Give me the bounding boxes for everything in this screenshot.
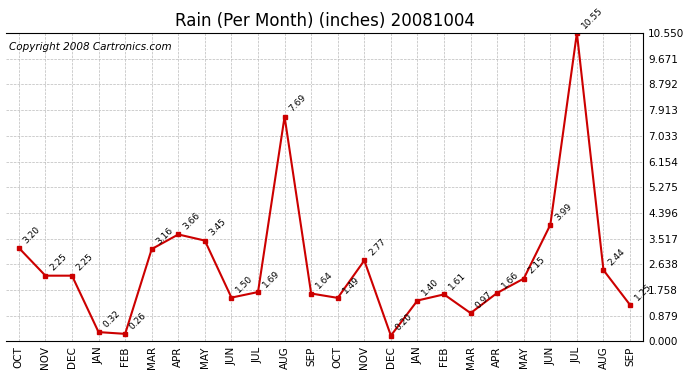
Text: 1.69: 1.69 (261, 268, 282, 289)
Text: 2.77: 2.77 (367, 237, 388, 258)
Text: 0.97: 0.97 (473, 290, 494, 310)
Title: Rain (Per Month) (inches) 20081004: Rain (Per Month) (inches) 20081004 (175, 12, 475, 30)
Text: 3.99: 3.99 (553, 201, 573, 222)
Text: 1.40: 1.40 (420, 277, 441, 298)
Text: 1.61: 1.61 (447, 271, 467, 292)
Text: 7.69: 7.69 (287, 93, 308, 114)
Text: 1.25: 1.25 (633, 282, 653, 302)
Text: 0.26: 0.26 (128, 310, 148, 331)
Text: 1.49: 1.49 (340, 274, 361, 295)
Text: 3.66: 3.66 (181, 211, 201, 232)
Text: 0.32: 0.32 (101, 309, 122, 329)
Text: 3.16: 3.16 (155, 226, 175, 246)
Text: 2.15: 2.15 (526, 255, 547, 276)
Text: 2.25: 2.25 (48, 252, 68, 273)
Text: 3.45: 3.45 (208, 217, 228, 238)
Text: Copyright 2008 Cartronics.com: Copyright 2008 Cartronics.com (9, 42, 171, 52)
Text: 1.64: 1.64 (314, 270, 335, 291)
Text: 2.44: 2.44 (607, 247, 627, 267)
Text: 0.20: 0.20 (394, 312, 414, 333)
Text: 3.20: 3.20 (21, 225, 42, 245)
Text: 1.66: 1.66 (500, 270, 520, 290)
Text: 2.25: 2.25 (75, 252, 95, 273)
Text: 1.50: 1.50 (234, 274, 255, 295)
Text: 10.55: 10.55 (580, 6, 604, 30)
